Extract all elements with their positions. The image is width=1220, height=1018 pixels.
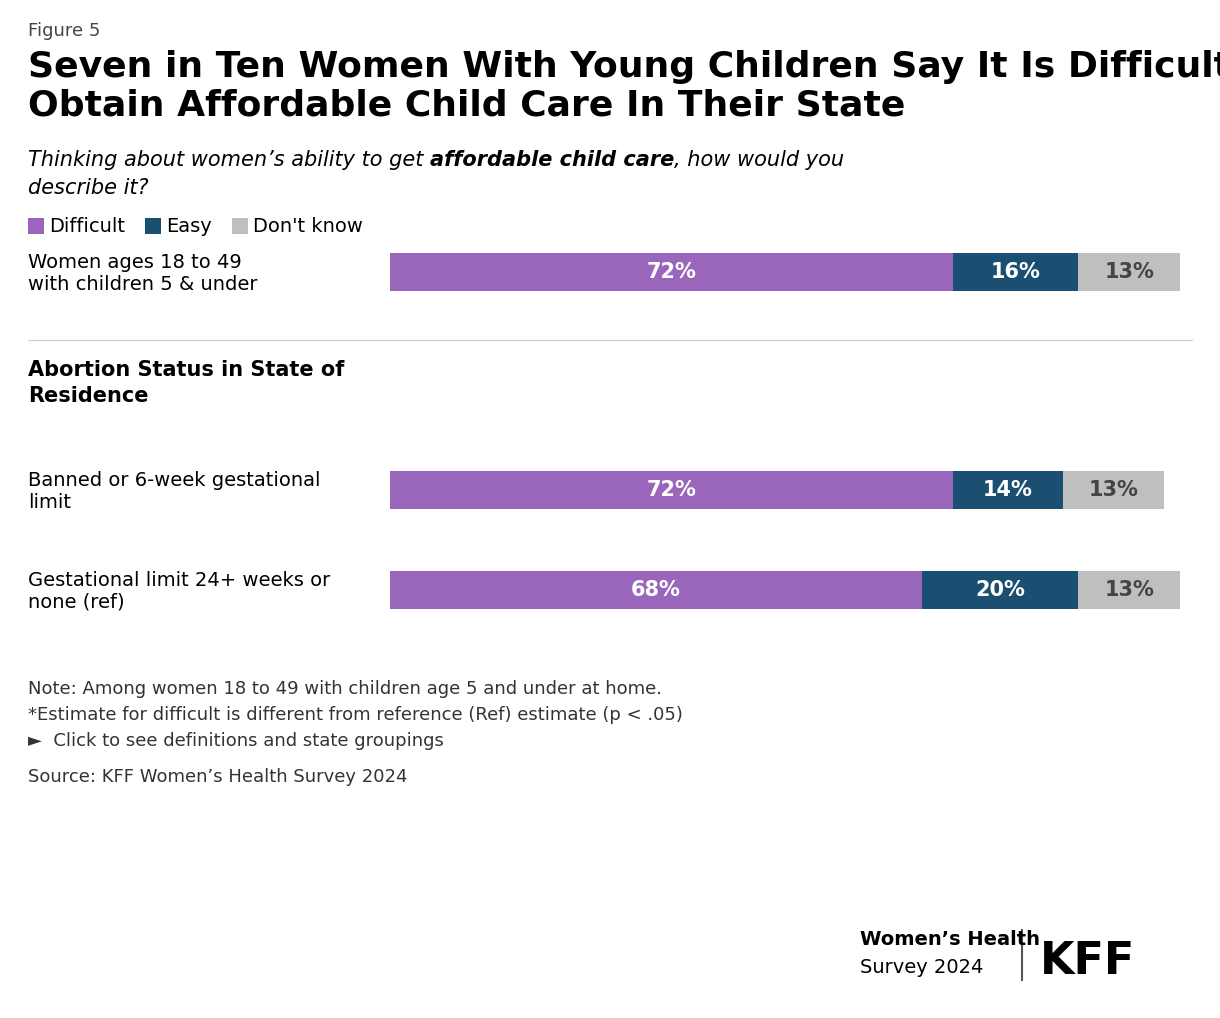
Bar (1078, 253, 1180, 291)
Bar (145, 218, 161, 234)
Text: limit: limit (28, 493, 71, 511)
Bar (390, 571, 922, 609)
Text: Don't know: Don't know (253, 217, 362, 236)
Text: Gestational limit 24+ weeks or: Gestational limit 24+ weeks or (28, 570, 331, 589)
Text: affordable child care: affordable child care (429, 150, 675, 170)
Text: ►  Click to see definitions and state groupings: ► Click to see definitions and state gro… (28, 732, 444, 750)
Text: 72%: 72% (647, 480, 697, 500)
Text: Difficult: Difficult (49, 217, 124, 236)
Bar (953, 253, 1078, 291)
Text: Banned or 6-week gestational: Banned or 6-week gestational (28, 470, 321, 490)
Text: 13%: 13% (1104, 262, 1154, 282)
Bar (922, 571, 1078, 609)
Text: *Estimate for difficult is different from reference (Ref) estimate (p < .05): *Estimate for difficult is different fro… (28, 706, 683, 724)
Text: , how would you: , how would you (675, 150, 844, 170)
Text: Figure 5: Figure 5 (28, 22, 100, 40)
Text: Easy: Easy (166, 217, 212, 236)
Text: Seven in Ten Women With Young Children Say It Is Difficult to: Seven in Ten Women With Young Children S… (28, 50, 1220, 84)
Text: Obtain Affordable Child Care In Their State: Obtain Affordable Child Care In Their St… (28, 88, 905, 122)
Text: 14%: 14% (983, 480, 1033, 500)
Bar (390, 471, 953, 509)
Bar (232, 218, 248, 234)
Text: Women’s Health: Women’s Health (860, 930, 1039, 949)
Text: 16%: 16% (991, 262, 1041, 282)
Text: Survey 2024: Survey 2024 (860, 958, 983, 977)
Text: Residence: Residence (28, 386, 149, 406)
Text: Note: Among women 18 to 49 with children age 5 and under at home.: Note: Among women 18 to 49 with children… (28, 680, 662, 698)
Text: none (ref): none (ref) (28, 592, 124, 612)
Text: Thinking about women’s ability to get: Thinking about women’s ability to get (28, 150, 429, 170)
Text: 68%: 68% (631, 580, 681, 600)
Bar (953, 471, 1063, 509)
Bar (1078, 571, 1180, 609)
Text: 20%: 20% (975, 580, 1025, 600)
Text: describe it?: describe it? (28, 178, 149, 197)
Text: with children 5 & under: with children 5 & under (28, 275, 257, 293)
Text: 13%: 13% (1088, 480, 1138, 500)
Text: Women ages 18 to 49: Women ages 18 to 49 (28, 252, 242, 272)
Text: Abortion Status in State of: Abortion Status in State of (28, 360, 344, 380)
Text: Source: KFF Women’s Health Survey 2024: Source: KFF Women’s Health Survey 2024 (28, 768, 407, 786)
Bar (1063, 471, 1164, 509)
Text: 72%: 72% (647, 262, 697, 282)
Bar (28, 218, 44, 234)
Bar (390, 253, 953, 291)
Text: KFF: KFF (1039, 940, 1136, 983)
Text: 13%: 13% (1104, 580, 1154, 600)
